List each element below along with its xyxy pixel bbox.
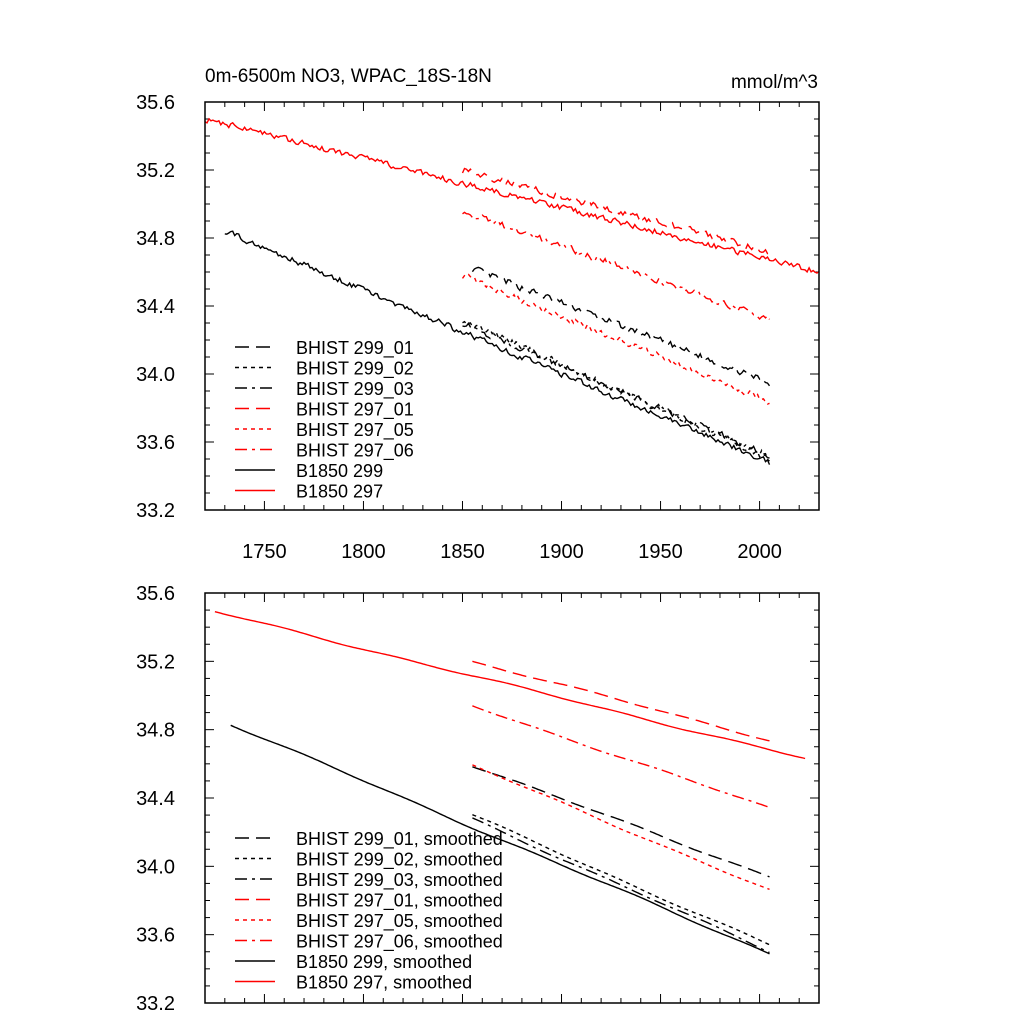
x-tick-label: 1750	[242, 541, 287, 563]
y-tick-label: 35.6	[136, 92, 175, 114]
legend-label: B1850 299, smoothed	[296, 952, 472, 972]
top-panel: 0m-6500m NO3, WPAC_18S-18N mmol/m^3 33.2…	[136, 66, 820, 563]
series-line	[471, 266, 771, 387]
legend-label: B1850 297	[296, 482, 383, 502]
legend-label: BHIST 299_01	[296, 338, 414, 359]
series-line	[230, 724, 770, 955]
series-line	[204, 117, 820, 274]
y-tick-label: 34.8	[136, 228, 175, 250]
y-tick-label: 33.2	[136, 500, 175, 522]
series-line	[472, 817, 770, 954]
legend-label: BHIST 299_03	[296, 379, 414, 400]
plot-frame-bottom	[204, 592, 820, 1004]
x-tick-label: 2000	[737, 541, 782, 563]
legend-label: BHIST 297_06, smoothed	[296, 932, 503, 953]
series-line	[472, 814, 770, 946]
legend-label: BHIST 297_05	[296, 420, 414, 441]
x-tick-label: 1800	[341, 541, 386, 563]
legend-label: B1850 299	[296, 461, 383, 481]
series-line	[472, 705, 770, 809]
y-tick-label: 35.2	[136, 651, 175, 673]
series-line	[472, 766, 770, 878]
legend-label: BHIST 297_01	[296, 400, 414, 421]
series-line	[462, 321, 770, 459]
series-line	[462, 211, 771, 321]
plot-frame-top	[204, 101, 820, 511]
series-line	[461, 167, 770, 255]
y-tick-label: 34.4	[136, 296, 175, 318]
series-line	[472, 764, 770, 890]
y-tick-label: 34.8	[136, 720, 175, 742]
y-tick-label: 33.6	[136, 432, 175, 454]
series-line	[224, 230, 771, 465]
y-tick-label: 34.0	[136, 856, 175, 878]
legend-label: BHIST 297_05, smoothed	[296, 911, 503, 932]
tick-layer-top: 33.2 33.6 34.0 34.4 34.8 35.2 35.6 1750 1800 1850…	[136, 92, 820, 563]
legend-label: BHIST 297_01, smoothed	[296, 891, 503, 912]
y-tick-label: 35.6	[136, 583, 175, 605]
legend-label: BHIST 299_01, smoothed	[296, 829, 503, 850]
tick-layer-bottom: 33.2 33.6 34.0 34.4 34.8 35.2 35.6	[136, 583, 820, 1015]
bottom-panel: 33.2 33.6 34.0 34.4 34.8 35.2 35.6 BHIST 299_0…	[136, 583, 820, 1015]
x-tick-label: 1950	[638, 541, 683, 563]
y-tick-label: 33.2	[136, 993, 175, 1015]
series-line	[462, 320, 770, 462]
series-layer-top	[204, 117, 820, 465]
y-tick-label: 33.6	[136, 925, 175, 947]
x-tick-label: 1900	[539, 541, 584, 563]
chart-title: 0m-6500m NO3, WPAC_18S-18N	[205, 66, 492, 87]
y-tick-label: 35.2	[136, 160, 175, 182]
legend-label: B1850 297, smoothed	[296, 973, 472, 993]
series-layer-bottom	[214, 611, 806, 955]
series-line	[214, 611, 806, 760]
units-label: mmol/m^3	[731, 72, 818, 93]
x-tick-label: 1850	[440, 541, 485, 563]
series-line	[472, 660, 770, 742]
legend-label: BHIST 299_03, smoothed	[296, 870, 503, 891]
y-tick-label: 34.0	[136, 364, 175, 386]
series-line	[461, 273, 770, 405]
legend-label: BHIST 299_02	[296, 359, 414, 380]
legend-label: BHIST 297_06	[296, 441, 414, 462]
y-tick-label: 34.4	[136, 788, 175, 810]
legend-label: BHIST 299_02, smoothed	[296, 850, 503, 871]
